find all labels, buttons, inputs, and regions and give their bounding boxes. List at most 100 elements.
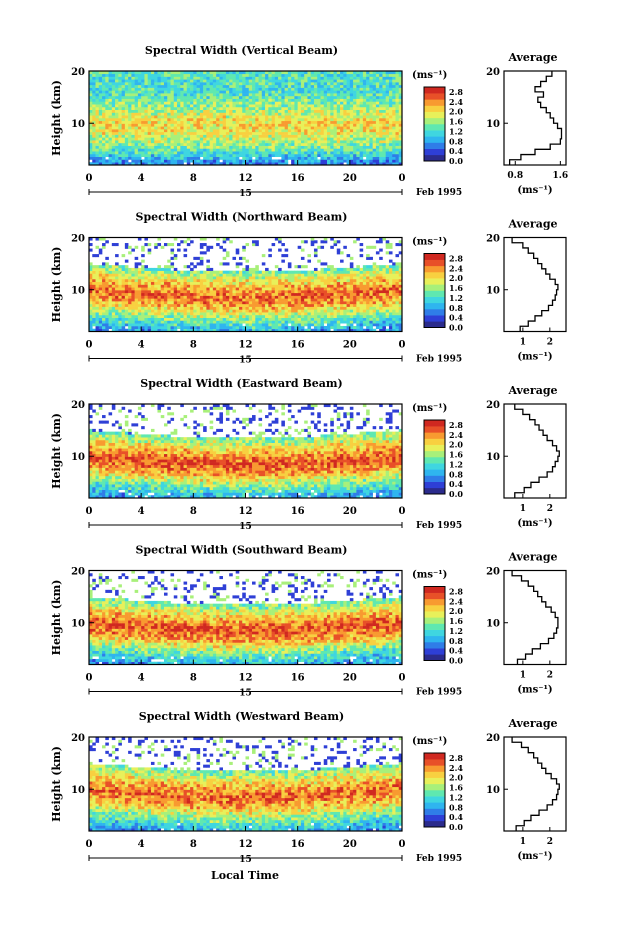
heatmap-cell — [359, 306, 364, 310]
heatmap-cell — [118, 84, 122, 88]
heatmap-cell — [92, 123, 96, 127]
heatmap-cell — [118, 137, 122, 141]
heatmap-cell — [281, 323, 285, 327]
heatmap-cell — [369, 120, 373, 124]
heatmap-cell — [196, 84, 201, 88]
heatmap-cell — [160, 71, 165, 75]
heatmap-cell — [320, 314, 325, 318]
heatmap-cell — [89, 145, 93, 149]
heatmap-cell — [144, 106, 148, 111]
heatmap-cell — [248, 317, 253, 321]
heatmap-cell — [183, 292, 188, 296]
heatmap-cell — [359, 109, 364, 113]
heatmap-cell — [235, 126, 240, 130]
heatmap-cell — [268, 112, 272, 116]
heatmap-cell — [278, 73, 282, 77]
heatmap-cell — [150, 159, 155, 163]
heatmap-cell — [340, 156, 344, 160]
heatmap-cell — [258, 109, 263, 113]
heatmap-cell — [102, 153, 106, 158]
heatmap-cell — [108, 303, 113, 307]
heatmap-cell — [196, 120, 201, 124]
heatmap-cell — [89, 118, 93, 122]
heatmap-cell — [150, 281, 155, 285]
heatmap-cell — [219, 109, 223, 113]
heatmap-cell — [343, 109, 347, 113]
heatmap-cell — [124, 287, 129, 291]
heatmap-cell — [258, 82, 263, 86]
heatmap-cell — [147, 290, 152, 294]
heatmap-cell — [128, 84, 132, 88]
heatmap-cell — [190, 137, 194, 141]
heatmap-cell — [154, 314, 158, 318]
heatmap-cell — [95, 298, 100, 302]
heatmap-cell — [359, 309, 364, 313]
heatmap-cell — [235, 320, 240, 324]
heatmap-cell — [255, 129, 259, 133]
heatmap-cell — [336, 162, 341, 166]
heatmap-cell — [124, 118, 129, 122]
heatmap-cell — [209, 295, 214, 299]
heatmap-cell — [216, 104, 220, 108]
heatmap-cell — [124, 148, 129, 152]
heatmap-cell — [128, 90, 132, 94]
heatmap-cell — [141, 148, 145, 152]
heatmap-cell — [271, 123, 276, 127]
heatmap-cell — [102, 98, 106, 102]
heatmap-cell — [372, 87, 377, 91]
heatmap-cell — [170, 320, 175, 324]
heatmap-cell — [105, 328, 109, 332]
heatmap-cell — [157, 325, 162, 330]
heatmap-cell — [278, 95, 282, 99]
heatmap-cell — [284, 134, 289, 138]
heatmap-cell — [353, 79, 357, 83]
heatmap-cell — [248, 115, 253, 119]
heatmap-cell — [121, 106, 126, 111]
heatmap-cell — [206, 140, 210, 144]
heatmap-cell — [105, 131, 109, 135]
heatmap-cell — [343, 82, 347, 86]
heatmap-cell — [340, 104, 344, 108]
heatmap-cell — [196, 93, 201, 97]
heatmap-cell — [147, 82, 152, 86]
heatmap-cell — [375, 93, 380, 97]
heatmap-cell — [388, 123, 393, 127]
heatmap-cell — [193, 281, 197, 285]
heatmap-cell — [395, 323, 400, 327]
heatmap-cell — [225, 84, 230, 88]
heatmap-cell — [291, 317, 295, 321]
heatmap-cell — [229, 140, 233, 144]
heatmap-cell — [111, 118, 116, 122]
heatmap-cell — [102, 112, 106, 116]
heatmap-cell — [248, 287, 253, 291]
heatmap-cell — [177, 90, 181, 94]
heatmap-cell — [287, 140, 292, 144]
heatmap-cell — [294, 325, 298, 330]
heatmap-cell — [248, 104, 253, 108]
heatmap-cell — [131, 314, 135, 318]
heatmap-cell — [170, 82, 175, 86]
heatmap-cell — [323, 317, 328, 321]
heatmap-cell — [167, 79, 171, 83]
heatmap-cell — [369, 153, 373, 158]
heatmap-cell — [108, 134, 113, 138]
heatmap-cell — [252, 151, 256, 155]
heatmap-cell — [111, 104, 116, 108]
heatmap-cell — [340, 145, 344, 149]
heatmap-cell — [346, 93, 351, 97]
heatmap-cell — [291, 292, 295, 296]
heatmap-cell — [252, 109, 256, 113]
heatmap-cell — [167, 303, 171, 307]
heatmap-cell — [89, 306, 93, 310]
heatmap-cell — [160, 325, 165, 330]
heatmap-cell — [102, 145, 106, 149]
heatmap-cell — [121, 162, 126, 166]
heatmap-cell — [115, 162, 119, 166]
heatmap-cell — [199, 115, 204, 119]
heatmap-cell — [199, 162, 204, 166]
heatmap-cell — [385, 156, 390, 160]
heatmap-cell — [271, 303, 276, 307]
heatmap-cell — [206, 323, 210, 327]
heatmap-cell — [287, 134, 292, 138]
heatmap-cell — [366, 79, 370, 83]
